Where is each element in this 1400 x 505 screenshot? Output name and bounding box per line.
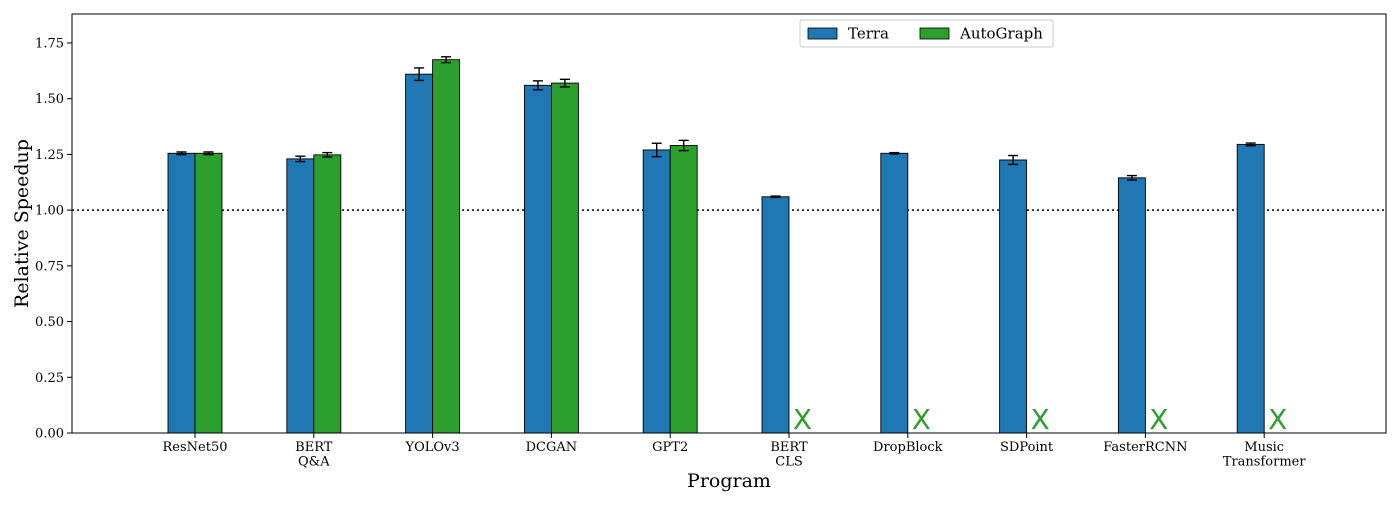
- x-tick-label: GPT2: [652, 440, 688, 455]
- legend-swatch-terra: [807, 27, 838, 40]
- x-tick-label: FasterRCNN: [1103, 440, 1187, 455]
- x-tick-label: BERT: [295, 440, 333, 455]
- bar-terra-2: [405, 73, 434, 434]
- plot-frame: [71, 13, 1387, 434]
- bar-autograph-2: [432, 59, 461, 434]
- y-tick-label: 1.25: [35, 148, 64, 163]
- unsupported-marker: X: [912, 403, 931, 436]
- bar-terra-4: [642, 149, 671, 434]
- x-tick-label: CLS: [775, 455, 803, 470]
- unsupported-marker: X: [793, 403, 812, 436]
- x-tick-label: DropBlock: [873, 440, 943, 455]
- y-tick-label: 0.75: [35, 259, 64, 274]
- bar-terra-3: [523, 84, 552, 434]
- x-tick-label: DCGAN: [526, 440, 578, 455]
- x-tick-label: ResNet50: [163, 440, 228, 455]
- x-tick-label: BERT: [770, 440, 808, 455]
- x-axis-label: Program: [687, 470, 771, 492]
- legend-swatch-autograph: [919, 27, 950, 40]
- y-tick-label: 1.50: [35, 92, 64, 107]
- bar-autograph-4: [669, 145, 698, 434]
- x-tick-label: YOLOv3: [405, 440, 460, 455]
- bar-terra-1: [286, 158, 315, 434]
- y-axis-label: Relative Speedup: [11, 139, 33, 308]
- y-tick-label: 1.00: [35, 204, 64, 219]
- unsupported-marker: X: [1031, 403, 1050, 436]
- x-tick-label: SDPoint: [1000, 440, 1054, 455]
- bar-autograph-3: [550, 82, 579, 434]
- y-tick-label: 1.75: [35, 36, 64, 51]
- x-tick-label: Music: [1244, 440, 1284, 455]
- bar-autograph-0: [194, 152, 223, 434]
- bar-terra-5: [761, 196, 790, 434]
- y-tick-label: 0.25: [35, 371, 64, 386]
- unsupported-marker: X: [1149, 403, 1168, 436]
- bar-terra-6: [880, 152, 909, 434]
- bar-terra-7: [999, 159, 1028, 434]
- y-tick-label: 0.00: [35, 427, 64, 442]
- unsupported-marker: X: [1268, 403, 1287, 436]
- legend: Terra AutoGraph: [799, 19, 1054, 48]
- x-tick-label: Q&A: [298, 455, 330, 470]
- bar-terra-9: [1236, 143, 1265, 434]
- y-tick-label: 0.50: [35, 315, 64, 330]
- bar-autograph-1: [313, 154, 342, 434]
- bar-terra-0: [167, 152, 196, 434]
- legend-label-autograph: AutoGraph: [959, 25, 1043, 43]
- y-axis-ticks: 0.00 0.25 0.50 0.75 1.00 1.25 1.50 1.75: [35, 36, 72, 442]
- legend-label-terra: Terra: [848, 25, 889, 43]
- bar-terra-8: [1117, 177, 1146, 434]
- x-tick-label: Transformer: [1223, 455, 1307, 470]
